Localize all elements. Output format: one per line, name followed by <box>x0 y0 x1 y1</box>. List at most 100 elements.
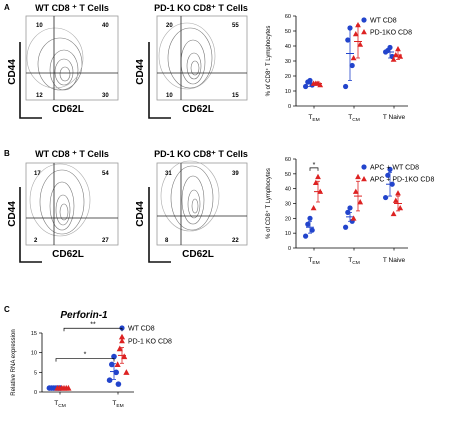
y-tick-label: 60 <box>285 157 291 163</box>
y-axis-label: CD44 <box>135 59 146 85</box>
contour-blob <box>29 163 91 237</box>
data-point <box>347 205 353 211</box>
x-tick-label: TEM <box>308 257 319 266</box>
data-point <box>114 361 121 367</box>
data-point <box>361 17 367 23</box>
data-point <box>395 190 401 196</box>
scatter-chart-1: 0 10 20 30 40 50 60 % of CD8⁺ T Lymphocytes TEM T… <box>265 14 412 123</box>
data-point <box>106 377 113 384</box>
data-point <box>303 233 309 239</box>
y-tick-label: 10 <box>285 231 291 237</box>
data-point <box>390 210 397 217</box>
y-tick-label: 40 <box>285 187 291 193</box>
legend-label: APC + WT CD8 <box>370 165 419 172</box>
y-tick-label: 50 <box>285 29 291 35</box>
data-point <box>54 384 61 391</box>
data-point <box>397 204 404 211</box>
significance-star: ** <box>90 321 96 328</box>
x-axis-label: CD62L <box>52 104 84 115</box>
x-tick-label: TCM <box>348 114 360 123</box>
flow-b-1: WT CD8 ⁺ T Cells 17 54 2 27 <box>25 149 119 246</box>
y-tick-label: 0 <box>288 246 291 252</box>
data-point <box>65 384 72 391</box>
y-axis-label: % of CD8⁺ T Lymphocytes <box>265 26 272 97</box>
data-point <box>352 188 359 194</box>
quad-ul: 10 <box>36 23 43 29</box>
data-point <box>397 53 404 59</box>
data-point <box>317 82 324 88</box>
flow-frame <box>156 162 248 246</box>
flow-frame <box>25 162 119 246</box>
data-point <box>355 173 361 180</box>
x-tick-label: TCM <box>348 257 360 266</box>
legend-label: APC + PD-1KO CD8 <box>370 177 434 184</box>
data-point <box>352 31 359 37</box>
data-point <box>303 83 309 90</box>
data-point <box>111 353 117 360</box>
y-tick-label: 10 <box>285 89 291 95</box>
data-point <box>123 369 130 375</box>
data-point <box>312 179 319 186</box>
panel-b-letter: B <box>4 149 10 158</box>
data-point <box>385 172 391 178</box>
x-tick-label: TCM <box>54 400 66 409</box>
data-point <box>361 29 367 35</box>
significance-star: * <box>84 352 87 359</box>
data-point <box>383 49 389 55</box>
quad-ur: 54 <box>102 171 109 177</box>
quad-lr: 27 <box>102 238 109 244</box>
chart-title: Perforin-1 <box>60 310 108 321</box>
data-point <box>115 381 122 387</box>
scatter-chart-3: 0 5 10 15 Relative RNA expression TCM TEM WT CD… <box>11 310 172 409</box>
x-tick-label: T Naive <box>383 114 406 121</box>
data-point <box>349 62 355 69</box>
data-point <box>119 338 125 344</box>
contour-blob <box>158 22 216 90</box>
y-tick-label: 10 <box>31 351 37 357</box>
quad-ll: 2 <box>34 238 38 244</box>
y-tick-label: 0 <box>34 390 37 396</box>
quad-ul: 31 <box>165 171 172 177</box>
axis-arrow <box>19 42 42 119</box>
data-point <box>113 369 119 376</box>
significance-bracket <box>309 167 319 171</box>
axis-arrow <box>148 187 171 263</box>
data-point <box>343 224 349 230</box>
quad-ll: 8 <box>165 238 169 244</box>
flow-title: WT CD8 ⁺ T Cells <box>35 3 109 13</box>
legend-label: PD-1KO CD8 <box>370 30 412 37</box>
significance-bracket <box>63 327 123 332</box>
axis-arrow <box>19 187 42 263</box>
y-tick-label: 20 <box>285 74 291 80</box>
x-axis-label: CD62L <box>52 249 84 260</box>
y-tick-label: 30 <box>285 59 291 65</box>
data-point <box>121 353 128 360</box>
y-axis-label: % of CD8⁺ T Lymphocytes <box>265 168 272 239</box>
data-point <box>116 345 123 352</box>
axis-arrow <box>148 42 171 119</box>
data-point <box>345 37 351 43</box>
data-point <box>305 221 311 227</box>
x-tick-label: T Naive <box>383 257 406 264</box>
flow-frame <box>25 15 119 101</box>
panel-c-letter: C <box>4 305 10 314</box>
data-point <box>395 46 401 52</box>
y-tick-label: 0 <box>288 104 291 110</box>
data-point <box>383 194 389 201</box>
data-point <box>357 199 364 205</box>
data-point <box>350 215 357 221</box>
flow-frame <box>156 15 248 101</box>
data-point <box>309 227 315 233</box>
x-tick-label: TEM <box>308 114 319 123</box>
data-point <box>109 361 115 368</box>
legend-label: PD-1 KO CD8 <box>128 339 172 346</box>
flow-title: WT CD8 ⁺ T Cells <box>35 149 109 159</box>
quad-lr: 15 <box>232 93 239 99</box>
data-point <box>118 333 126 340</box>
flow-a-1: WT CD8 ⁺ T Cells 10 40 12 30 <box>25 3 119 101</box>
contour-blob <box>160 160 220 232</box>
data-point <box>357 41 364 47</box>
significance-star: * <box>313 162 316 169</box>
x-tick-label: TEM <box>112 400 123 409</box>
